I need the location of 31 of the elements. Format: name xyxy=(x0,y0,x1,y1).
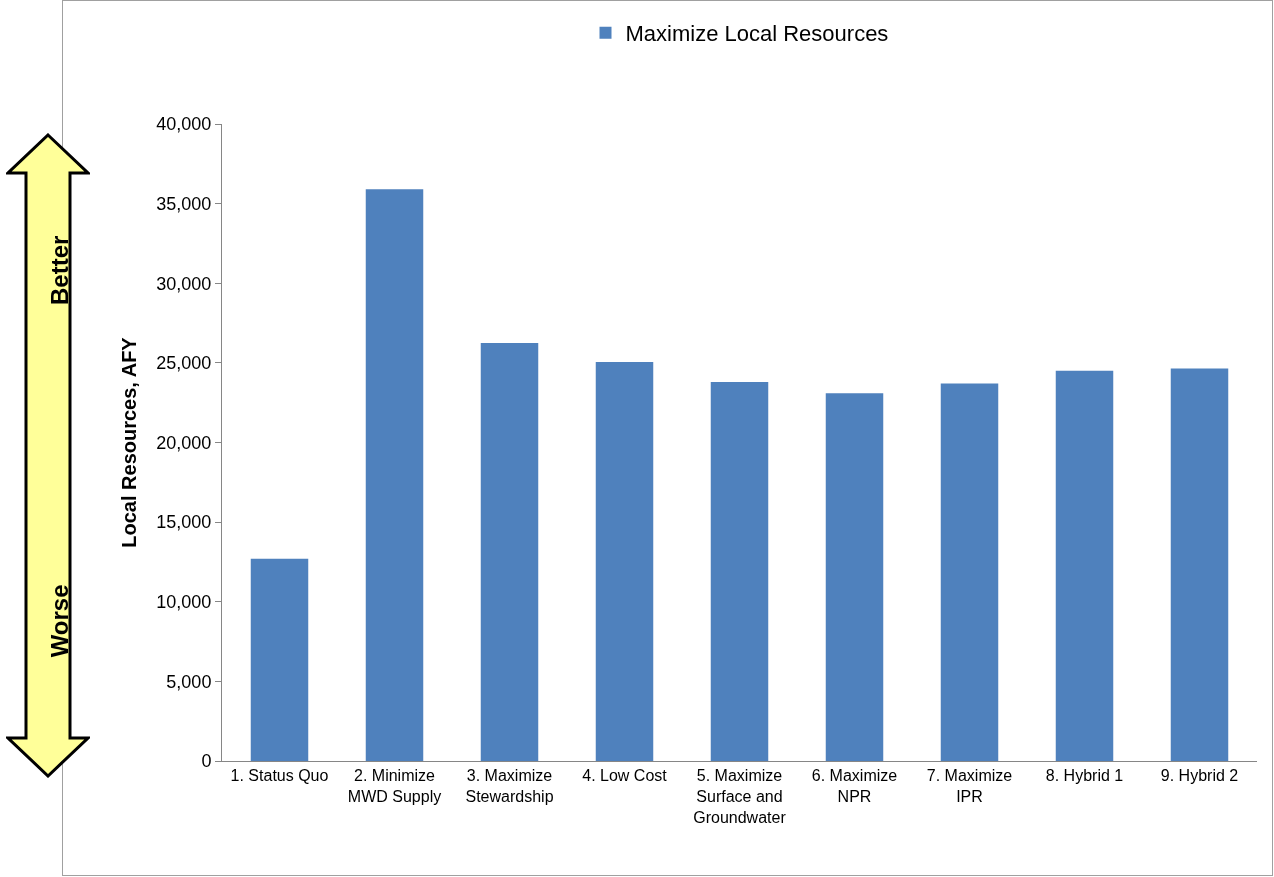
bar xyxy=(1055,370,1114,761)
x-tick-label: 7. Maximize IPR xyxy=(926,767,1013,805)
y-tick-label: 10,000 xyxy=(156,592,212,613)
bar xyxy=(1170,368,1229,761)
x-tick-label: 1. Status Quo xyxy=(230,767,329,785)
x-tick-label: 2. Minimize MWD Supply xyxy=(347,767,442,805)
x-tick-label: 3. Maximize Stewardship xyxy=(465,767,554,805)
bar xyxy=(595,362,654,761)
y-tick-label: 5,000 xyxy=(166,671,212,692)
bar xyxy=(710,381,769,761)
y-tick-label: 15,000 xyxy=(156,512,212,533)
y-tick-label: 0 xyxy=(201,751,212,772)
x-tick-label: 4. Low Cost xyxy=(582,767,668,785)
y-tick-label: 20,000 xyxy=(156,432,212,453)
y-tick-label: 30,000 xyxy=(156,273,212,294)
legend-label: Maximize Local Resources xyxy=(625,21,889,47)
bar xyxy=(365,189,424,761)
y-tick-label: 35,000 xyxy=(156,193,212,214)
text: Worse xyxy=(45,584,73,658)
bar xyxy=(940,383,999,761)
bar xyxy=(825,393,884,761)
y-axis-title: Local Resources, AFY xyxy=(117,336,140,548)
x-tick-label: 8. Hybrid 1 xyxy=(1045,767,1124,785)
y-tick-label: 25,000 xyxy=(156,353,212,374)
y-tick-label: 40,000 xyxy=(156,114,212,135)
bar xyxy=(480,342,539,761)
x-tick-label: 9. Hybrid 2 xyxy=(1160,767,1239,785)
x-tick-label: 5. Maximize Surface and Groundwater xyxy=(693,767,787,826)
x-tick-label: 6. Maximize NPR xyxy=(811,767,898,805)
text: Better xyxy=(45,235,73,306)
bar xyxy=(250,558,309,761)
